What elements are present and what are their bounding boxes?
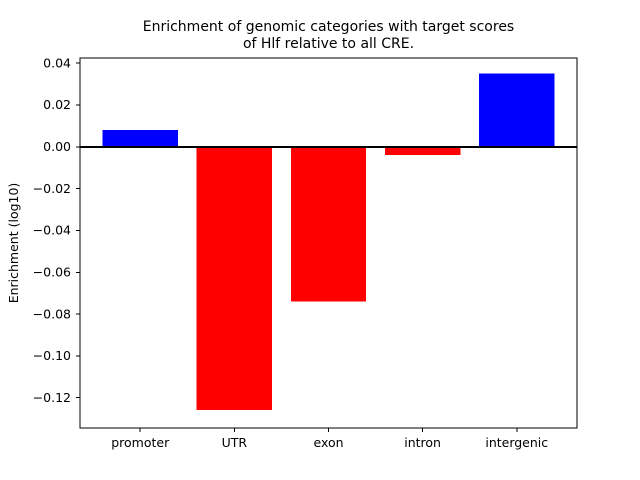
chart-title-line1: Enrichment of genomic categories with ta…	[143, 19, 514, 35]
bar-exon	[290, 146, 367, 302]
y-tick-label: −0.10	[33, 348, 71, 363]
bar-UTR	[196, 146, 273, 411]
y-tick-label: −0.06	[33, 264, 71, 279]
y-tick-label: 0.00	[43, 139, 71, 154]
x-tick-label-intron: intron	[404, 435, 441, 450]
y-tick-label: 0.04	[43, 55, 71, 70]
y-axis-label: Enrichment (log10)	[6, 183, 21, 304]
y-tick-label: −0.04	[33, 223, 71, 238]
axis-layer: 0.04 0.02 0.00 −0.02 −0.04 −0.06 −0.08 −0.10 −0.…	[33, 55, 578, 450]
y-tick-label: −0.02	[33, 181, 71, 196]
y-tick-label: 0.02	[43, 97, 71, 112]
x-tick-label-promoter: promoter	[111, 435, 170, 450]
bar-promoter	[102, 130, 178, 147]
y-tick-label: −0.12	[33, 390, 71, 405]
chart-title-line2: of Hlf relative to all CRE.	[243, 36, 414, 52]
x-tick-label-intergenic: intergenic	[485, 435, 548, 450]
bar-intergenic	[479, 73, 555, 147]
x-tick-label-exon: exon	[313, 435, 343, 450]
bar-intron	[384, 146, 461, 156]
y-tick-label: −0.08	[33, 306, 71, 321]
bars-layer	[80, 73, 577, 411]
x-tick-label-UTR: UTR	[222, 435, 248, 450]
